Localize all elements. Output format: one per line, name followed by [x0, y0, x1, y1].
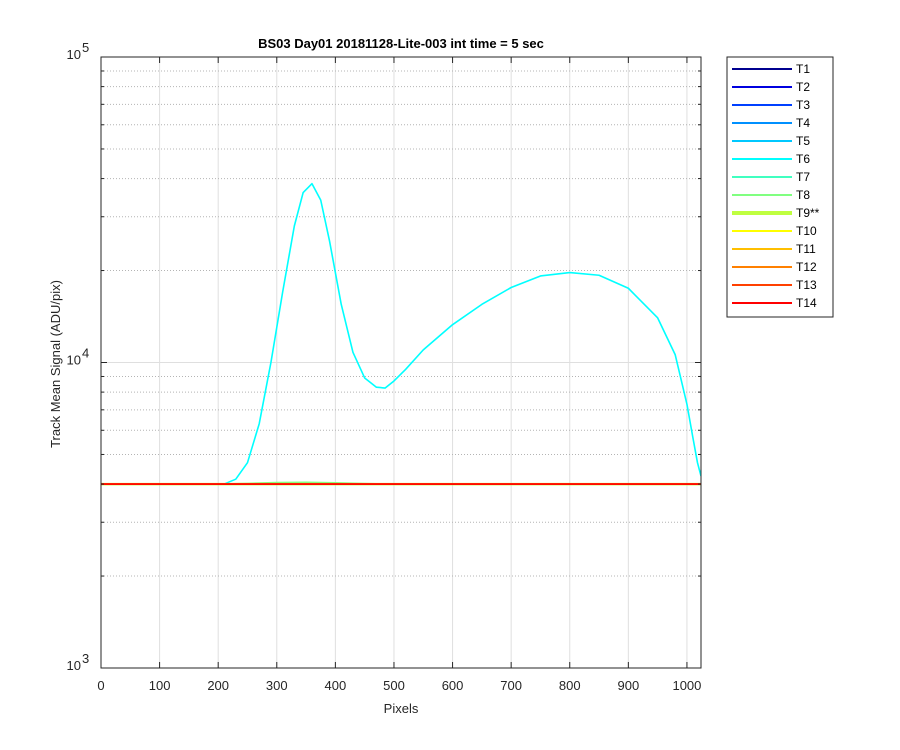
legend-label-t3: T3	[796, 98, 810, 112]
legend-label-t10: T10	[796, 224, 817, 238]
y-tick-label: 10	[67, 658, 81, 673]
x-tick-label: 1000	[672, 678, 701, 693]
y-tick-label-exponent: 5	[82, 40, 89, 55]
x-tick-label: 400	[325, 678, 347, 693]
x-tick-label: 700	[500, 678, 522, 693]
series-group	[101, 182, 701, 486]
legend-label-t9: T9**	[796, 206, 820, 220]
legend-label-t13: T13	[796, 278, 817, 292]
y-tick-label: 10	[67, 353, 81, 368]
legend-box	[726, 56, 834, 318]
x-tick-label: 600	[442, 678, 464, 693]
legend-label-t5: T5	[796, 134, 810, 148]
legend-label-t11: T11	[796, 242, 816, 256]
x-tick-label: 800	[559, 678, 581, 693]
x-tick-label: 900	[617, 678, 639, 693]
legend-label-t8: T8	[796, 188, 810, 202]
legend-label-t6: T6	[796, 152, 810, 166]
x-tick-label: 100	[149, 678, 171, 693]
x-tick-label: 0	[97, 678, 104, 693]
chart-title: BS03 Day01 20181128-Lite-003 int time = …	[258, 36, 544, 51]
x-tick-label: 500	[383, 678, 405, 693]
y-tick-label: 10	[67, 47, 81, 62]
legend: T1 T2 T3 T4 T5 T6 T7 T8 T9** T10 T11 T12 T13 T14	[726, 56, 834, 318]
x-tick-label: 300	[266, 678, 288, 693]
y-tick-label-exponent: 3	[82, 651, 89, 666]
legend-label-t1: T1	[796, 62, 810, 76]
legend-label-t7: T7	[796, 170, 810, 184]
legend-label-t2: T2	[796, 80, 810, 94]
legend-label-t14: T14	[796, 296, 817, 310]
x-tick-label: 200	[207, 678, 229, 693]
series-line-t6	[101, 182, 701, 485]
legend-label-t12: T12	[796, 260, 817, 274]
x-axis-label: Pixels	[384, 701, 419, 716]
y-tick-label-exponent: 4	[82, 346, 89, 361]
grid	[101, 57, 701, 669]
legend-label-t4: T4	[796, 116, 810, 130]
y-axis-label: Track Mean Signal (ADU/pix)	[48, 280, 63, 448]
